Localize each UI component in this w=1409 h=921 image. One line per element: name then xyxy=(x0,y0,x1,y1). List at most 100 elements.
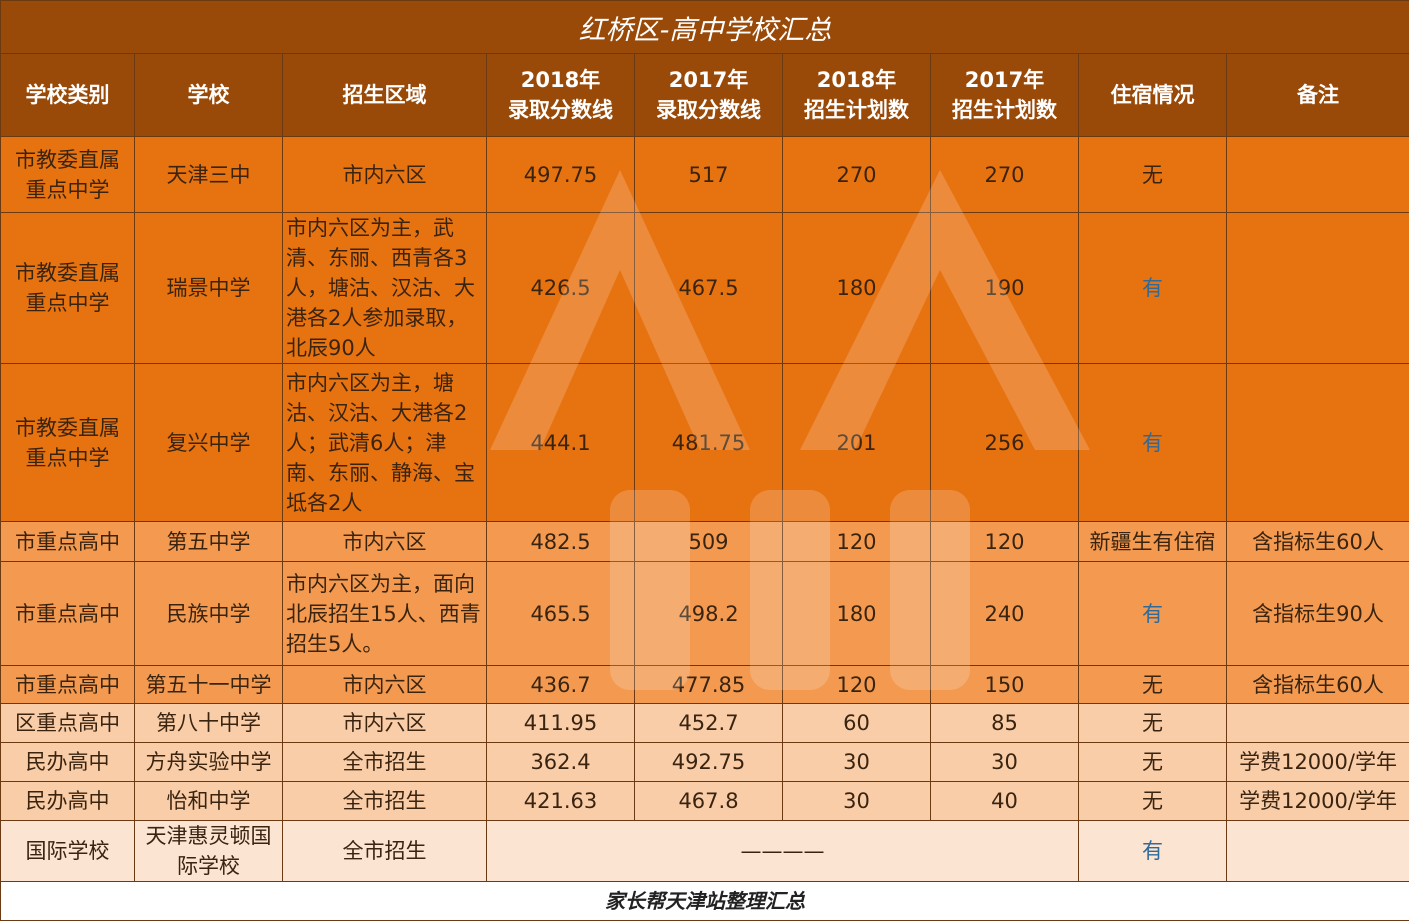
lodging-cell: 新疆生有住宿 xyxy=(1079,522,1227,562)
area-cell: 市内六区为主，塘沽、汉沽、大港各2人；武清6人；津南、东丽、静海、宝坻各2人 xyxy=(283,364,487,522)
note-cell: 含指标生60人 xyxy=(1227,666,1409,704)
category-cell: 区重点高中 xyxy=(1,704,135,743)
plan-2017-cell: 190 xyxy=(931,213,1079,364)
area-cell: 全市招生 xyxy=(283,743,487,782)
note-cell: 学费12000/学年 xyxy=(1227,743,1409,782)
category-cell: 国际学校 xyxy=(1,821,135,882)
header-note: 备注 xyxy=(1227,54,1409,137)
note-cell xyxy=(1227,364,1409,522)
category-cell: 市教委直属重点中学 xyxy=(1,364,135,522)
header-score-2017: 2017年录取分数线 xyxy=(635,54,783,137)
category-cell: 民办高中 xyxy=(1,743,135,782)
score-2018-cell: 436.7 xyxy=(487,666,635,704)
area-cell: 全市招生 xyxy=(283,821,487,882)
lodging-cell: 有 xyxy=(1079,213,1227,364)
area-cell: 市内六区 xyxy=(283,522,487,562)
category-cell: 市重点高中 xyxy=(1,666,135,704)
header-score-2018: 2018年录取分数线 xyxy=(487,54,635,137)
school-cell: 方舟实验中学 xyxy=(135,743,283,782)
area-cell: 市内六区为主，武清、东丽、西青各3人，塘沽、汉沽、大港各2人参加录取，北辰90人 xyxy=(283,213,487,364)
title-row: 红桥区-高中学校汇总 xyxy=(1,1,1409,54)
plan-2017-cell: 40 xyxy=(931,782,1079,821)
header-plan-2017: 2017年招生计划数 xyxy=(931,54,1079,137)
category-cell: 市重点高中 xyxy=(1,562,135,666)
note-cell: 含指标生60人 xyxy=(1227,522,1409,562)
lodging-cell: 有 xyxy=(1079,821,1227,882)
lodging-cell: 无 xyxy=(1079,704,1227,743)
category-cell: 市教委直属重点中学 xyxy=(1,213,135,364)
school-cell: 怡和中学 xyxy=(135,782,283,821)
note-cell xyxy=(1227,213,1409,364)
footer-text: 家长帮天津站整理汇总 xyxy=(1,882,1409,921)
score-2017-cell: 481.75 xyxy=(635,364,783,522)
score-2017-cell: 509 xyxy=(635,522,783,562)
plan-2018-cell: 120 xyxy=(783,666,931,704)
plan-2018-cell: 180 xyxy=(783,562,931,666)
plan-2018-cell: 120 xyxy=(783,522,931,562)
plan-2017-cell: 256 xyxy=(931,364,1079,522)
note-cell xyxy=(1227,821,1409,882)
lodging-cell: 无 xyxy=(1079,782,1227,821)
plan-2017-cell: 85 xyxy=(931,704,1079,743)
category-cell: 民办高中 xyxy=(1,782,135,821)
score-2017-cell: 477.85 xyxy=(635,666,783,704)
plan-2018-cell: 270 xyxy=(783,137,931,213)
table-row: 市重点高中 第五中学 市内六区 482.5 509 120 120 新疆生有住宿… xyxy=(1,522,1409,562)
score-2018-cell: 411.95 xyxy=(487,704,635,743)
plan-2018-cell: 180 xyxy=(783,213,931,364)
school-cell: 民族中学 xyxy=(135,562,283,666)
area-cell: 市内六区为主，面向北辰招生15人、西青招生5人。 xyxy=(283,562,487,666)
note-cell xyxy=(1227,137,1409,213)
category-cell: 市重点高中 xyxy=(1,522,135,562)
table-row: 市教委直属重点中学 天津三中 市内六区 497.75 517 270 270 无 xyxy=(1,137,1409,213)
table-row: 市重点高中 第五十一中学 市内六区 436.7 477.85 120 150 无… xyxy=(1,666,1409,704)
school-cell: 天津惠灵顿国际学校 xyxy=(135,821,283,882)
lodging-cell: 无 xyxy=(1079,666,1227,704)
plan-2018-cell: 60 xyxy=(783,704,931,743)
merged-dash-cell: ———— xyxy=(487,821,1079,882)
table-title: 红桥区-高中学校汇总 xyxy=(1,1,1409,54)
table-row: 区重点高中 第八十中学 市内六区 411.95 452.7 60 85 无 xyxy=(1,704,1409,743)
school-cell: 第八十中学 xyxy=(135,704,283,743)
plan-2018-cell: 201 xyxy=(783,364,931,522)
header-row: 学校类别 学校 招生区域 2018年录取分数线 2017年录取分数线 2018年… xyxy=(1,54,1409,137)
school-cell: 复兴中学 xyxy=(135,364,283,522)
note-cell: 学费12000/学年 xyxy=(1227,782,1409,821)
school-cell: 第五十一中学 xyxy=(135,666,283,704)
header-plan-2018: 2018年招生计划数 xyxy=(783,54,931,137)
score-2017-cell: 517 xyxy=(635,137,783,213)
table-row: 市教委直属重点中学 瑞景中学 市内六区为主，武清、东丽、西青各3人，塘沽、汉沽、… xyxy=(1,213,1409,364)
header-category: 学校类别 xyxy=(1,54,135,137)
school-cell: 瑞景中学 xyxy=(135,213,283,364)
score-2018-cell: 426.5 xyxy=(487,213,635,364)
school-cell: 第五中学 xyxy=(135,522,283,562)
note-cell xyxy=(1227,704,1409,743)
score-2017-cell: 467.5 xyxy=(635,213,783,364)
note-cell: 含指标生90人 xyxy=(1227,562,1409,666)
score-2018-cell: 444.1 xyxy=(487,364,635,522)
lodging-cell: 有 xyxy=(1079,364,1227,522)
area-cell: 市内六区 xyxy=(283,704,487,743)
table-row: 国际学校 天津惠灵顿国际学校 全市招生 ———— 有 xyxy=(1,821,1409,882)
table-row: 民办高中 怡和中学 全市招生 421.63 467.8 30 40 无 学费12… xyxy=(1,782,1409,821)
area-cell: 市内六区 xyxy=(283,137,487,213)
table-row: 市教委直属重点中学 复兴中学 市内六区为主，塘沽、汉沽、大港各2人；武清6人；津… xyxy=(1,364,1409,522)
header-school: 学校 xyxy=(135,54,283,137)
area-cell: 市内六区 xyxy=(283,666,487,704)
category-cell: 市教委直属重点中学 xyxy=(1,137,135,213)
plan-2018-cell: 30 xyxy=(783,743,931,782)
lodging-cell: 无 xyxy=(1079,743,1227,782)
plan-2017-cell: 150 xyxy=(931,666,1079,704)
score-2018-cell: 497.75 xyxy=(487,137,635,213)
area-cell: 全市招生 xyxy=(283,782,487,821)
score-2018-cell: 465.5 xyxy=(487,562,635,666)
lodging-cell: 无 xyxy=(1079,137,1227,213)
lodging-cell: 有 xyxy=(1079,562,1227,666)
footer-row: 家长帮天津站整理汇总 xyxy=(1,882,1409,921)
table-row: 民办高中 方舟实验中学 全市招生 362.4 492.75 30 30 无 学费… xyxy=(1,743,1409,782)
table-row: 市重点高中 民族中学 市内六区为主，面向北辰招生15人、西青招生5人。 465.… xyxy=(1,562,1409,666)
score-2017-cell: 492.75 xyxy=(635,743,783,782)
plan-2017-cell: 270 xyxy=(931,137,1079,213)
